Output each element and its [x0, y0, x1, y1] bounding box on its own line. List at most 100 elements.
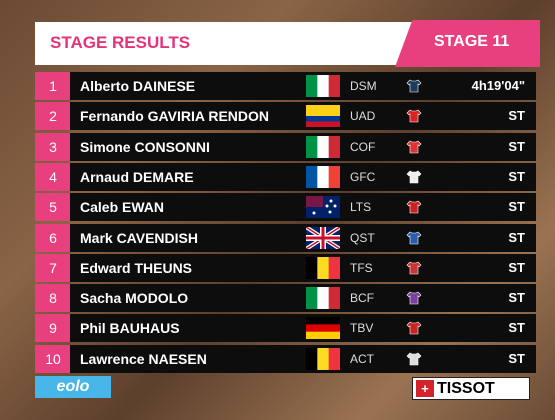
finish-time: ST: [508, 320, 525, 336]
flag: [306, 256, 340, 279]
header-title: STAGE RESULTS: [50, 33, 191, 52]
team-jersey: [406, 200, 422, 214]
tissot-cross: +: [416, 380, 434, 397]
flag-part: [306, 317, 340, 326]
flag-part: [306, 75, 318, 97]
row-bar: [70, 344, 536, 373]
team-jersey: [406, 170, 422, 184]
team-code: TFS: [350, 260, 373, 275]
flag-part: [317, 256, 330, 279]
row-bar: [70, 223, 536, 252]
row-bar: [70, 72, 536, 100]
flag-part: [328, 210, 332, 214]
team-jersey: [406, 231, 422, 244]
jersey-shape: [406, 140, 422, 153]
flag-part: [306, 116, 340, 123]
rider-name: Alberto DAINESE: [80, 78, 196, 94]
flag-part: [306, 256, 318, 279]
eolo-logo: eolo: [35, 376, 111, 398]
flag-part: [306, 121, 340, 128]
rider-name: Arnaud DEMARE: [80, 168, 194, 185]
row-bar: [70, 132, 536, 161]
flag-part: [306, 324, 340, 333]
team-code: UAD: [350, 109, 376, 124]
rider-name: Caleb EWAN: [80, 199, 165, 216]
team-code: DSM: [350, 79, 377, 93]
team-code: TBV: [350, 321, 374, 336]
team-jersey: [406, 291, 422, 305]
flag: [306, 226, 340, 249]
rider-name: Simone CONSONNI: [80, 138, 210, 155]
rank-box: 2: [35, 102, 71, 131]
flag-part: [317, 135, 330, 158]
flag-part: [317, 287, 330, 310]
rank-box: 1: [35, 72, 71, 100]
stage-box: [395, 20, 540, 67]
flag-part: [317, 347, 330, 370]
team-code: ACT: [350, 351, 374, 366]
rider-name: Mark CAVENDISH: [80, 229, 198, 246]
stage-label: STAGE 11: [434, 33, 510, 50]
flag-part: [312, 211, 316, 215]
row-bar: [70, 193, 536, 222]
flag-part: [329, 199, 333, 203]
row-bar: [70, 102, 536, 131]
jersey-shape: [406, 322, 422, 335]
team-jersey: [406, 261, 422, 275]
rank-box: 9: [35, 314, 71, 343]
flag-part: [306, 287, 318, 310]
rider-name: Lawrence NAESEN: [80, 350, 207, 367]
team-jersey: [406, 79, 422, 93]
rank-box: 8: [35, 284, 71, 313]
flag: [306, 196, 340, 219]
flag: [306, 287, 340, 310]
finish-time: ST: [508, 168, 525, 184]
rank-box: 3: [35, 132, 71, 161]
team-code: LTS: [350, 200, 372, 215]
flag-part: [306, 226, 340, 249]
finish-time: ST: [508, 138, 525, 154]
flag: [306, 105, 340, 128]
flag: [306, 165, 340, 188]
finish-time: ST: [508, 108, 525, 124]
row-bar: [70, 314, 536, 343]
jersey-shape: [406, 109, 422, 123]
team-jersey: [406, 140, 422, 153]
header-bar: [35, 22, 415, 65]
flag-part: [328, 75, 340, 97]
rank-box: 5: [35, 193, 71, 222]
row-bar: [70, 284, 536, 313]
team-code: QST: [350, 230, 375, 245]
team-jersey: [406, 109, 422, 123]
jersey-shape: [406, 352, 422, 365]
rank-box: 10: [35, 344, 71, 373]
flag-part: [317, 75, 330, 97]
flag-part: [333, 204, 337, 208]
flag: [306, 347, 340, 370]
tissot-logo: + TISSOT: [412, 377, 530, 400]
flag-part: [328, 165, 340, 188]
flag: [306, 135, 340, 158]
team-code: COF: [350, 139, 376, 154]
row-bar: [70, 253, 536, 282]
jersey-shape: [406, 291, 422, 305]
jersey-shape: [406, 79, 422, 93]
finish-time: ST: [508, 290, 525, 306]
finish-time: ST: [508, 229, 525, 245]
finish-time: 4h19'04": [471, 78, 525, 93]
finish-time: ST: [508, 350, 525, 366]
flag-part: [328, 287, 340, 310]
team-jersey: [406, 322, 422, 335]
rider-name: Phil BAUHAUS: [80, 320, 180, 337]
rank-box: 4: [35, 162, 71, 191]
flag-part: [306, 165, 318, 188]
flag-part: [306, 135, 318, 158]
rank-box: 6: [35, 223, 71, 252]
flag-part: [328, 347, 340, 370]
rank-box: 7: [35, 253, 71, 282]
rider-name: Fernando GAVIRIA RENDON: [80, 108, 270, 125]
flag-part: [317, 165, 330, 188]
flag: [306, 75, 340, 97]
flag-part: [325, 204, 329, 208]
